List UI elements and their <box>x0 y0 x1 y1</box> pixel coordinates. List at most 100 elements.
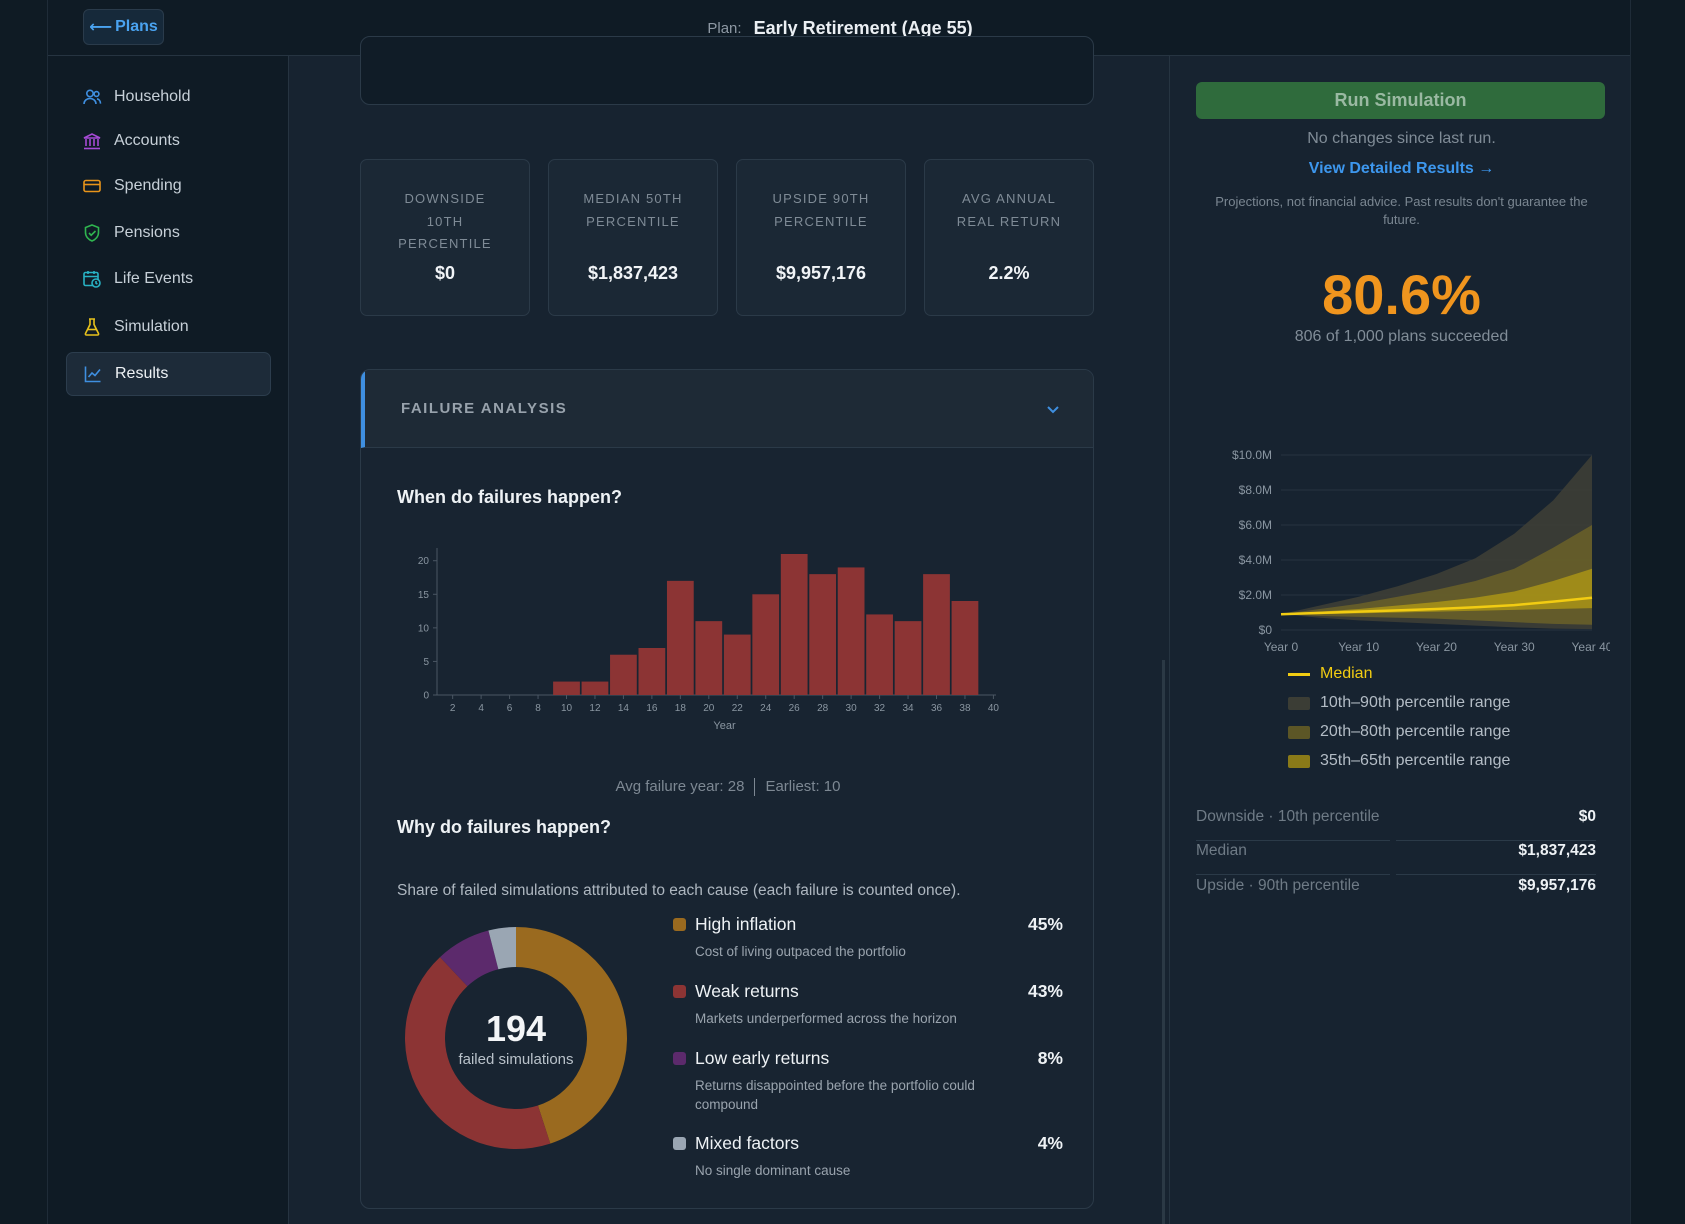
histogram-bar <box>723 634 751 695</box>
histogram-bar <box>610 654 637 695</box>
cause-pct: 45% <box>1027 914 1063 934</box>
run-simulation-button[interactable]: Run Simulation <box>1196 82 1605 119</box>
legend-line-swatch <box>1288 672 1310 676</box>
summary-value: $9,957,176 <box>1518 877 1596 894</box>
projection-fan-chart: $0 $2.0M $4.0M $6.0M $8.0M $10.0M Year 0 Year 1… <box>1232 448 1610 654</box>
y-tick-label: 0 <box>423 691 429 702</box>
cause-color-dot <box>673 918 686 931</box>
cause-high-inflation: High inflation 45% Cost of living outpac… <box>673 914 1063 969</box>
donut-slice <box>516 927 627 1144</box>
histogram-bar <box>581 681 609 695</box>
sidebar-item-accounts[interactable]: Accounts <box>66 119 271 163</box>
cause-desc: Cost of living outpaced the portfolio <box>695 944 906 959</box>
donut-slice <box>440 930 499 987</box>
legend-median: Median <box>1288 665 1372 683</box>
cause-share-description: Share of failed simulations attributed t… <box>397 882 961 899</box>
cause-desc: No single dominant cause <box>695 1163 851 1178</box>
cause-name: High inflation <box>695 914 797 934</box>
sidebar-item-pensions[interactable]: Pensions <box>66 211 271 255</box>
back-button-label: Plans <box>115 18 158 35</box>
x-tick-label: 24 <box>760 703 772 714</box>
plan-name: Early Retirement (Age 55) <box>753 17 973 38</box>
stat-value: $9,957,176 <box>775 263 867 283</box>
cause-name: Mixed factors <box>695 1133 800 1153</box>
view-detailed-results-link[interactable]: View Detailed Results → <box>1308 160 1495 177</box>
x-tick-label: 4 <box>478 703 484 714</box>
sidebar-item-results[interactable]: Results <box>66 352 271 396</box>
stat-label: Median 50th Percentile <box>583 191 683 229</box>
x-tick-label: 2 <box>450 703 456 714</box>
stat-card-downside: Downside 10th Percentile $0 <box>360 159 530 316</box>
legend-label: Median <box>1320 665 1373 682</box>
histogram-bar <box>923 574 950 695</box>
sidebar-item-spending[interactable]: Spending <box>66 164 271 208</box>
stat-card-avg-return: Avg Annual Real Return 2.2% <box>924 159 1094 316</box>
main-content: Downside 10th Percentile $0 Median 50th … <box>290 36 1168 1224</box>
success-rate: 80.6% <box>1322 263 1481 326</box>
donut-chart <box>404 927 627 1149</box>
panel-scrollbar[interactable] <box>1162 660 1165 1224</box>
earliest-failure-year: Earliest: 10 <box>765 778 841 795</box>
legend-swatch <box>1288 696 1310 710</box>
legend-20-80: 20th–80th percentile range <box>1288 723 1510 741</box>
legend-label: 10th–90th percentile range <box>1320 694 1511 711</box>
avg-failure-year: Avg failure year: 28 <box>615 778 745 795</box>
x-tick-label: 10 <box>561 703 573 714</box>
histogram-bar <box>951 601 979 695</box>
cause-pct: 43% <box>1027 981 1063 1001</box>
failure-cause-donut: 194 failed simulations <box>403 925 629 1151</box>
chevron-down-icon[interactable] <box>1045 402 1061 420</box>
histogram-bar <box>866 614 893 695</box>
summary-key: Median <box>1196 842 1247 859</box>
sidebar-item-label: Accounts <box>114 132 180 149</box>
histogram-bar <box>752 594 780 695</box>
x-tick-label: Year 10 <box>1338 640 1379 654</box>
sidebar-item-simulation[interactable]: Simulation <box>66 305 271 349</box>
stat-value: $0 <box>434 263 456 283</box>
x-tick-label: 30 <box>846 703 858 714</box>
sidebar: Household Accounts Spending Pensions Lif… <box>48 56 289 1224</box>
y-tick-label: $0 <box>1259 623 1273 637</box>
sidebar-item-label: Household <box>114 88 191 105</box>
y-tick-label: 15 <box>418 590 430 601</box>
summary-row-upside: Upside · 90th percentile $9,957,176 <box>1196 877 1596 910</box>
scrolled-card <box>360 36 1094 105</box>
x-tick-label: Year 40 <box>1572 640 1610 654</box>
legend-swatch <box>1288 754 1310 768</box>
arrow-left-icon: ⟵ <box>89 19 113 36</box>
app-window: Plan: Early Retirement (Age 55) ⟵ Plans … <box>47 0 1631 1224</box>
y-tick-label: 10 <box>418 623 430 634</box>
histogram-bar <box>695 621 723 695</box>
histogram-bar <box>553 681 580 695</box>
y-tick-label: $6.0M <box>1239 518 1272 532</box>
back-to-plans-button[interactable]: ⟵ Plans <box>83 9 164 45</box>
x-tick-label: 6 <box>507 703 513 714</box>
flask-icon <box>82 317 102 337</box>
cause-color-dot <box>673 1052 686 1065</box>
stat-card-upside: Upside 90th Percentile $9,957,176 <box>736 159 906 316</box>
calendar-clock-icon <box>82 269 102 289</box>
y-tick-label: $8.0M <box>1239 483 1272 497</box>
sidebar-item-label: Results <box>115 365 169 382</box>
x-tick-label: 38 <box>959 703 971 714</box>
sidebar-item-label: Pensions <box>114 224 180 241</box>
sidebar-item-household[interactable]: Household <box>66 75 271 119</box>
y-tick-label: $10.0M <box>1232 448 1272 462</box>
cause-mixed-factors: Mixed factors 4% No single dominant caus… <box>673 1133 1063 1188</box>
x-tick-label: 8 <box>535 703 541 714</box>
x-tick-label: 16 <box>646 703 658 714</box>
x-tick-label: 26 <box>789 703 801 714</box>
cause-name: Weak returns <box>695 981 799 1001</box>
sidebar-item-life-events[interactable]: Life Events <box>66 257 271 301</box>
summary-key: Downside · 10th percentile <box>1196 808 1380 825</box>
donut-center: 194 failed simulations <box>403 925 629 1151</box>
cause-desc: Markets underperformed across the horizo… <box>695 1011 957 1026</box>
plan-title: Plan: Early Retirement (Age 55) <box>48 0 1630 56</box>
plan-label: Plan: <box>707 19 742 37</box>
disclaimer-text: Projections, not financial advice. Past … <box>1215 194 1588 227</box>
summary-key: Upside · 90th percentile <box>1196 877 1360 894</box>
cause-name: Low early returns <box>695 1048 830 1068</box>
summary-value: $1,837,423 <box>1518 842 1596 859</box>
stat-value: 2.2% <box>988 263 1030 283</box>
failure-analysis-header[interactable]: FAILURE ANALYSIS <box>361 370 1093 448</box>
